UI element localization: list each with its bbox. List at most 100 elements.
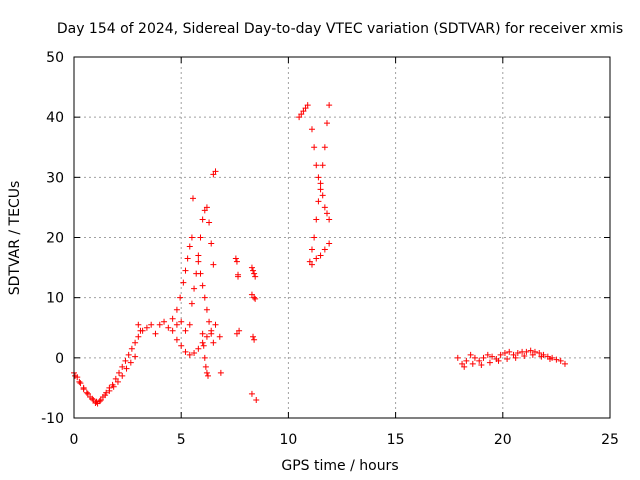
y-tick-label: 50: [46, 50, 64, 66]
data-point: [463, 357, 470, 364]
data-point: [173, 306, 180, 313]
data-point: [326, 216, 333, 223]
data-point: [182, 348, 189, 355]
x-axis-label: GPS time / hours: [281, 458, 398, 474]
data-point: [173, 321, 180, 328]
data-point: [495, 357, 502, 364]
data-point: [217, 369, 224, 376]
data-point: [84, 390, 91, 397]
data-point: [467, 351, 474, 358]
data-point: [321, 246, 328, 253]
data-point: [250, 333, 257, 340]
data-point: [480, 354, 487, 361]
data-point: [553, 356, 560, 363]
data-point: [304, 102, 311, 109]
series-arc-evening-peak-left: [296, 102, 311, 121]
data-point: [546, 356, 553, 363]
data-point: [454, 354, 461, 361]
data-point: [251, 270, 258, 277]
data-point: [476, 357, 483, 364]
data-point: [186, 321, 193, 328]
data-point: [152, 330, 159, 337]
data-point: [112, 375, 119, 382]
data-point: [302, 105, 309, 112]
data-point: [188, 234, 195, 241]
data-point: [195, 345, 202, 352]
data-point: [512, 354, 519, 361]
data-point: [143, 324, 150, 331]
data-point: [235, 271, 242, 278]
x-tick-label: 25: [601, 432, 619, 448]
data-point: [202, 363, 209, 370]
data-point: [210, 339, 217, 346]
data-point: [201, 207, 208, 214]
data-point: [178, 342, 185, 349]
data-point: [529, 351, 536, 358]
data-point: [114, 378, 121, 385]
data-point: [182, 327, 189, 334]
data-point: [296, 114, 303, 121]
data-point: [252, 273, 259, 280]
y-tick-label: 10: [46, 291, 64, 307]
data-point: [189, 195, 196, 202]
data-point: [123, 365, 130, 372]
data-point: [165, 324, 172, 331]
data-point: [201, 354, 208, 361]
data-point: [298, 111, 305, 118]
data-point: [252, 295, 259, 302]
data-point: [317, 252, 324, 259]
data-point: [311, 234, 318, 241]
data-point: [232, 255, 239, 262]
data-point: [199, 282, 206, 289]
data-point: [251, 336, 258, 343]
data-point: [510, 351, 517, 358]
data-point: [177, 294, 184, 301]
series-arc-night-lower: [461, 351, 553, 370]
data-point: [319, 162, 326, 169]
data-point: [326, 240, 333, 247]
data-point: [208, 330, 215, 337]
data-point: [253, 396, 260, 403]
data-point: [251, 294, 258, 301]
data-point: [514, 350, 521, 357]
data-point: [169, 327, 176, 334]
data-point: [119, 363, 126, 370]
y-tick-label: 30: [46, 170, 64, 186]
data-point: [248, 264, 255, 271]
data-point: [186, 243, 193, 250]
series-arc-evening-low: [308, 240, 333, 268]
data-point: [206, 318, 213, 325]
series-arc-7-8h: [232, 255, 243, 337]
data-point: [148, 321, 155, 328]
data-point: [110, 383, 117, 390]
data-point: [199, 330, 206, 337]
data-point: [184, 255, 191, 262]
data-point: [156, 321, 163, 328]
data-point: [135, 333, 142, 340]
series-arc-loop-down: [169, 321, 219, 358]
y-tick-label: 0: [55, 351, 64, 367]
data-point: [197, 270, 204, 277]
data-point: [72, 372, 79, 379]
data-point: [205, 372, 211, 379]
data-point: [188, 300, 195, 307]
data-point: [89, 395, 96, 402]
data-point: [323, 210, 330, 217]
data-points-layer: [71, 102, 568, 407]
data-point: [469, 360, 476, 367]
data-point: [557, 357, 564, 364]
data-point: [523, 348, 530, 355]
data-point: [216, 333, 223, 340]
series-arc-midday-plateau: [135, 315, 193, 337]
data-point: [169, 315, 176, 322]
series-isolated-points-early: [189, 168, 224, 376]
x-tick-label: 10: [279, 432, 297, 448]
data-point: [197, 234, 204, 241]
data-point: [561, 360, 568, 367]
data-point: [139, 327, 146, 334]
data-point: [195, 252, 202, 259]
data-point: [486, 359, 493, 366]
plot-frame: [73, 56, 611, 419]
data-point: [203, 333, 210, 340]
x-tick-label: 15: [387, 432, 405, 448]
